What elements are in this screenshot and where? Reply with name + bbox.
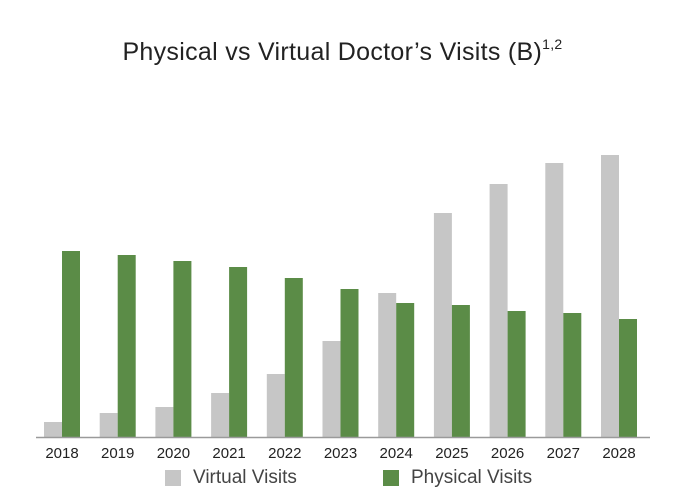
x-tick-label: 2020 xyxy=(157,445,190,462)
bar-physical-2018 xyxy=(62,251,80,437)
bar-physical-2028 xyxy=(619,319,637,437)
legend-item-virtual: Virtual Visits xyxy=(165,467,297,489)
title-superscript: 1,2 xyxy=(542,36,563,52)
bar-physical-2024 xyxy=(396,303,415,437)
bar-virtual-2027 xyxy=(545,163,564,437)
bar-physical-2022 xyxy=(284,278,303,437)
bar-virtual-2018 xyxy=(44,422,62,437)
bar-virtual-2022 xyxy=(266,374,285,437)
x-tick-label: 2018 xyxy=(45,445,78,462)
bar-virtual-2021 xyxy=(211,393,230,437)
bar-physical-2026 xyxy=(507,311,526,437)
x-tick-label: 2028 xyxy=(602,445,635,462)
legend-swatch-virtual xyxy=(165,470,181,486)
legend-label-physical: Physical Visits xyxy=(411,467,533,488)
x-tick-label: 2024 xyxy=(380,445,413,462)
bar-virtual-2019 xyxy=(99,413,118,437)
x-tick-label: 2019 xyxy=(101,445,134,462)
bar-physical-2019 xyxy=(117,255,136,437)
bar-physical-2021 xyxy=(229,267,248,437)
bar-virtual-2026 xyxy=(489,184,508,437)
bar-virtual-2023 xyxy=(322,341,341,437)
x-tick-label: 2023 xyxy=(324,445,357,462)
bar-virtual-2025 xyxy=(433,213,452,437)
x-tick-label: 2022 xyxy=(268,445,301,462)
bar-virtual-2024 xyxy=(378,293,397,437)
x-tick-label: 2026 xyxy=(491,445,524,462)
chart-title: Physical vs Virtual Doctor’s Visits (B)1… xyxy=(0,36,685,67)
x-tick-label: 2025 xyxy=(435,445,468,462)
x-tick-label: 2021 xyxy=(212,445,245,462)
x-tick-label: 2027 xyxy=(547,445,580,462)
bar-virtual-2028 xyxy=(601,155,619,437)
bar-physical-2027 xyxy=(563,313,582,437)
legend-swatch-physical xyxy=(383,470,399,486)
bar-physical-2020 xyxy=(173,261,192,437)
legend-label-virtual: Virtual Visits xyxy=(193,467,297,488)
title-text: Physical vs Virtual Doctor’s Visits (B) xyxy=(122,38,543,66)
bar-virtual-2020 xyxy=(155,407,174,437)
bar-physical-2023 xyxy=(340,289,359,437)
bar-physical-2025 xyxy=(451,305,470,437)
legend-item-physical: Physical Visits xyxy=(383,467,532,489)
